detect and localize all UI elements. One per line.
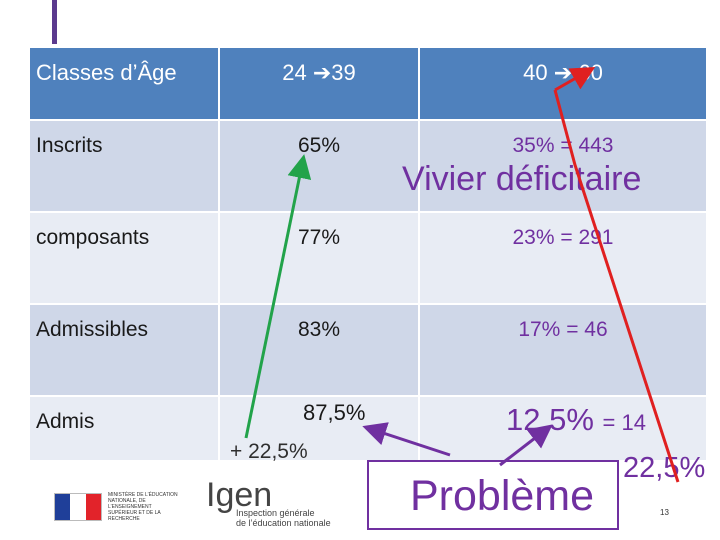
ministry-logo: MINISTÈRE DE L’ÉDUCATION NATIONALE, DE L… xyxy=(54,490,184,524)
young-share: 65% xyxy=(220,121,420,213)
page-number: 13 xyxy=(660,508,669,517)
young-share: 83% xyxy=(220,305,420,397)
purple-arrow-left xyxy=(362,422,451,457)
admis-old-count: = 14 xyxy=(602,410,646,435)
igen-wordmark: Igen xyxy=(206,476,273,514)
green-arrow-up xyxy=(244,154,312,439)
old-share: 23% = 291 xyxy=(420,213,708,305)
igen-subtitle-line: Inspection générale xyxy=(236,508,315,518)
table-row: Inscrits 65% 35% = 443 xyxy=(30,121,708,213)
header-range-24-39: 24 ➔39 xyxy=(220,48,420,121)
row-label: composants xyxy=(30,213,220,305)
range-start: 40 xyxy=(523,60,548,85)
red-arrow-path xyxy=(553,89,680,483)
french-flag-icon xyxy=(54,493,102,521)
arrow-right-icon: ➔ xyxy=(312,60,332,85)
igen-subtitle: Inspection générale de l’éducation natio… xyxy=(236,508,331,528)
purple-arrow-right xyxy=(499,424,553,467)
range-start: 24 xyxy=(282,60,307,85)
range-end: 39 xyxy=(331,60,356,85)
igen-subtitle-line: de l’éducation nationale xyxy=(236,518,331,528)
arrow-right-icon: ➔ xyxy=(553,60,573,85)
drop-label: 22,5% xyxy=(623,452,706,484)
vivier-deficitaire-label: Vivier déficitaire xyxy=(402,160,642,198)
row-label: Admissibles xyxy=(30,305,220,397)
header-age-classes: Classes d’Âge xyxy=(30,48,220,121)
table-row: composants 77% 23% = 291 xyxy=(30,213,708,305)
row-label: Inscrits xyxy=(30,121,220,213)
admis-young-share: 87,5% xyxy=(303,400,366,425)
igen-logo: Igen Inspection générale de l’éducation … xyxy=(206,478,346,528)
probleme-label: Problème xyxy=(410,472,595,520)
young-share: 77% xyxy=(220,213,420,305)
old-share: 17% = 46 xyxy=(420,305,708,397)
old-share: 35% = 443 xyxy=(420,121,708,213)
table-row: Admissibles 83% 17% = 46 xyxy=(30,305,708,397)
red-arrow-head xyxy=(554,67,596,92)
gain-label: + 22,5% xyxy=(230,440,308,463)
accent-bar xyxy=(52,0,57,44)
probleme-box xyxy=(367,460,619,530)
ministry-text: MINISTÈRE DE L’ÉDUCATION NATIONALE, DE L… xyxy=(108,492,178,522)
